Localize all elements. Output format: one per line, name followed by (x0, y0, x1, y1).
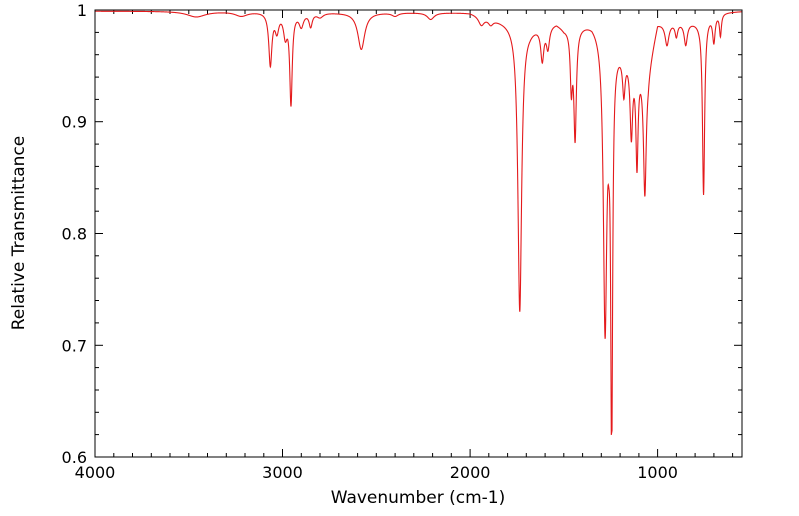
x-axis-title: Wavenumber (cm-1) (331, 488, 506, 508)
x-tick-label: 4000 (75, 463, 116, 482)
y-tick-label: 0.9 (62, 113, 87, 132)
minor-ticks (95, 10, 742, 457)
y-axis-title: Relative Transmittance (9, 136, 29, 331)
spectrum-line (95, 10, 743, 436)
y-tick-label: 0.6 (62, 448, 87, 467)
y-tick-label: 0.7 (62, 336, 87, 355)
y-tick-labels: 0.6 0.7 0.8 0.9 1 (62, 1, 87, 467)
x-tick-labels: 4000 3000 2000 1000 (75, 463, 678, 482)
x-tick-label: 2000 (450, 463, 491, 482)
x-tick-label: 3000 (262, 463, 303, 482)
y-tick-label: 1 (77, 1, 87, 20)
major-ticks (94, 9, 742, 458)
y-tick-label: 0.8 (62, 225, 87, 244)
x-tick-label: 1000 (637, 463, 678, 482)
plot-frame (94, 9, 743, 458)
